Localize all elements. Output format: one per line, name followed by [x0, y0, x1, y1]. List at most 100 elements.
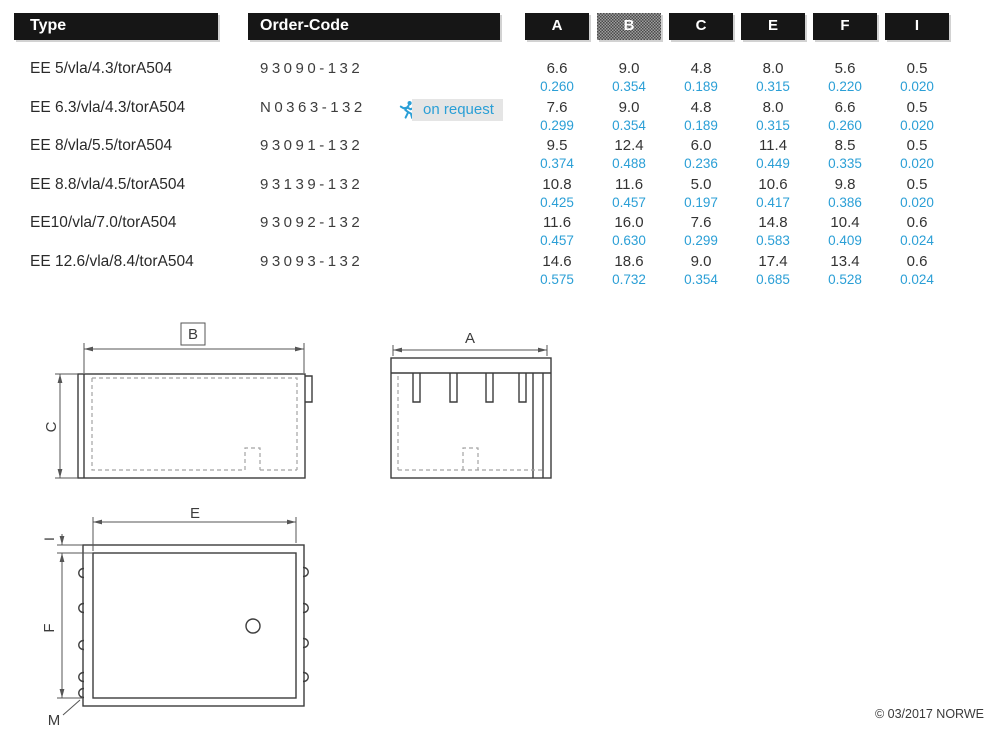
value-inch: 0.020 — [900, 79, 934, 94]
value-inch: 0.335 — [828, 156, 862, 171]
value-mm: 13.4 — [830, 253, 860, 270]
value-inch: 0.417 — [756, 195, 790, 210]
dim-value-cell: 13.4 0.528 — [813, 253, 877, 288]
value-inch: 0.020 — [900, 195, 934, 210]
value-mm: 0.5 — [906, 60, 928, 77]
value-inch: 0.575 — [540, 272, 574, 287]
dim-value-cell: 16.0 0.630 — [597, 214, 661, 249]
value-mm: 4.8 — [690, 60, 712, 77]
value-mm: 0.5 — [906, 176, 928, 193]
value-mm: 8.0 — [762, 60, 784, 77]
value-mm: 7.6 — [546, 99, 568, 116]
value-mm: 12.4 — [614, 137, 644, 154]
value-mm: 16.0 — [614, 214, 644, 231]
value-inch: 0.260 — [828, 118, 862, 133]
dim-value-cell: 5.6 0.220 — [813, 60, 877, 95]
value-mm: 10.6 — [758, 176, 788, 193]
value-mm: 9.5 — [546, 137, 568, 154]
dim-label-c: C — [43, 421, 60, 432]
value-inch: 0.354 — [612, 118, 646, 133]
value-mm: 0.6 — [906, 253, 928, 270]
dim-value-cell: 0.5 0.020 — [885, 137, 949, 172]
value-inch: 0.374 — [540, 156, 574, 171]
type-cell: EE 12.6/vla/8.4/torA504 — [30, 253, 194, 270]
type-cell: EE 8.8/vla/4.5/torA504 — [30, 176, 186, 193]
dim-value-cell: 6.0 0.236 — [669, 137, 733, 172]
value-inch: 0.386 — [828, 195, 862, 210]
dim-value-cell: 9.8 0.386 — [813, 176, 877, 211]
type-cell: EE 5/vla/4.3/torA504 — [30, 60, 173, 77]
dim-value-cell: 9.5 0.374 — [525, 137, 589, 172]
dim-value-cell: 0.5 0.020 — [885, 176, 949, 211]
value-inch: 0.457 — [540, 233, 574, 248]
value-inch: 0.024 — [900, 272, 934, 287]
dim-value-cell: 7.6 0.299 — [669, 214, 733, 249]
value-inch: 0.449 — [756, 156, 790, 171]
dim-value-cell: 6.6 0.260 — [525, 60, 589, 95]
value-mm: 0.5 — [906, 137, 928, 154]
column-header-c: C — [669, 13, 733, 40]
value-mm: 4.8 — [690, 99, 712, 116]
value-inch: 0.315 — [756, 79, 790, 94]
dim-value-cell: 4.8 0.189 — [669, 60, 733, 95]
dim-value-cell: 8.0 0.315 — [741, 60, 805, 95]
dim-value-cell: 14.6 0.575 — [525, 253, 589, 288]
order-code-cell: 93092-132 — [260, 214, 364, 231]
dim-value-cell: 11.6 0.457 — [525, 214, 589, 249]
value-mm: 11.4 — [758, 137, 788, 154]
dim-value-cell: 9.0 0.354 — [597, 60, 661, 95]
dim-value-cell: 8.5 0.335 — [813, 137, 877, 172]
value-mm: 5.0 — [690, 176, 712, 193]
dim-value-cell: 11.4 0.449 — [741, 137, 805, 172]
value-mm: 17.4 — [758, 253, 788, 270]
value-inch: 0.189 — [684, 79, 718, 94]
dim-value-cell: 17.4 0.685 — [741, 253, 805, 288]
value-inch: 0.528 — [828, 272, 862, 287]
dim-value-cell: 5.0 0.197 — [669, 176, 733, 211]
dim-value-cell: 14.8 0.583 — [741, 214, 805, 249]
dim-label-m: M — [48, 712, 61, 729]
dim-value-cell: 6.6 0.260 — [813, 99, 877, 134]
value-inch: 0.457 — [612, 195, 646, 210]
value-inch: 0.020 — [900, 118, 934, 133]
value-inch: 0.685 — [756, 272, 790, 287]
value-mm: 14.8 — [758, 214, 788, 231]
table-row: EE 12.6/vla/8.4/torA504 93093-132 14.6 0.… — [0, 253, 1000, 291]
value-inch: 0.024 — [900, 233, 934, 248]
value-mm: 7.6 — [690, 214, 712, 231]
column-header-a: A — [525, 13, 589, 40]
dim-value-cell: 0.6 0.024 — [885, 214, 949, 249]
value-mm: 6.6 — [834, 99, 856, 116]
dim-value-cell: 10.8 0.425 — [525, 176, 589, 211]
value-inch: 0.630 — [612, 233, 646, 248]
dim-label-b: B — [188, 326, 198, 343]
top-view-drawing: E I F M — [41, 505, 309, 729]
order-code-cell: 93090-132 — [260, 60, 364, 77]
value-mm: 0.5 — [906, 99, 928, 116]
value-inch: 0.315 — [756, 118, 790, 133]
dim-value-cell: 18.6 0.732 — [597, 253, 661, 288]
value-mm: 10.8 — [542, 176, 572, 193]
value-mm: 9.8 — [834, 176, 856, 193]
value-mm: 8.5 — [834, 137, 856, 154]
table-row: EE10/vla/7.0/torA504 93092-132 11.6 0.457… — [0, 214, 1000, 252]
dim-value-cell: 10.6 0.417 — [741, 176, 805, 211]
value-mm: 6.6 — [546, 60, 568, 77]
column-header-e: E — [741, 13, 805, 40]
dim-value-cell: 4.8 0.189 — [669, 99, 733, 134]
value-inch: 0.409 — [828, 233, 862, 248]
dim-label-i: I — [41, 537, 57, 541]
value-mm: 9.0 — [690, 253, 712, 270]
value-mm: 8.0 — [762, 99, 784, 116]
column-header-f: F — [813, 13, 877, 40]
dim-label-e: E — [190, 505, 200, 522]
value-mm: 10.4 — [830, 214, 860, 231]
on-request-label: on request — [412, 99, 503, 121]
dim-label-a: A — [465, 330, 475, 347]
type-cell: EE10/vla/7.0/torA504 — [30, 214, 177, 231]
dim-value-cell: 9.0 0.354 — [669, 253, 733, 288]
order-code-cell: N0363-132 — [260, 99, 366, 116]
dim-value-cell: 11.6 0.457 — [597, 176, 661, 211]
column-header-i: I — [885, 13, 949, 40]
